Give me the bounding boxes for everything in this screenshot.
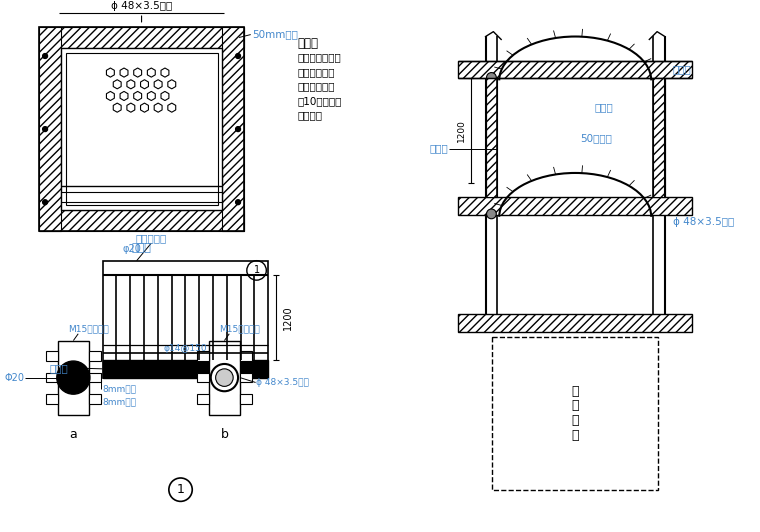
Text: 防护门: 防护门: [430, 144, 448, 154]
Text: 1200: 1200: [457, 119, 466, 142]
Bar: [458, 314, 692, 332]
Bar: [40, 27, 61, 231]
Bar: [46, 394, 58, 404]
Text: 1: 1: [176, 483, 185, 496]
Circle shape: [486, 209, 496, 219]
Bar: [103, 360, 268, 378]
Bar: [653, 78, 665, 197]
Bar: [89, 394, 100, 404]
Text: 1: 1: [254, 265, 260, 276]
Bar: [89, 351, 100, 361]
Text: 穿脚手架管；: 穿脚手架管；: [297, 66, 335, 77]
Text: ɸ 48×3.5锂管: ɸ 48×3.5锂管: [673, 217, 734, 227]
Text: Φ20: Φ20: [5, 372, 24, 383]
Circle shape: [236, 54, 240, 59]
Text: 于10米）设一: 于10米）设一: [297, 96, 342, 106]
Circle shape: [43, 200, 48, 205]
Text: φ20: φ20: [122, 244, 141, 254]
Bar: [492, 337, 658, 489]
Text: 在墙上预留孔，: 在墙上预留孔，: [297, 52, 341, 62]
Text: a: a: [69, 428, 78, 441]
Text: ɸ 48×3.5锂管: ɸ 48×3.5锂管: [255, 378, 309, 387]
Bar: [40, 27, 244, 231]
Bar: [40, 210, 244, 231]
Text: 电: 电: [572, 385, 579, 398]
Circle shape: [236, 200, 240, 205]
Bar: [46, 351, 58, 361]
Text: 井: 井: [572, 414, 579, 427]
Text: ɸ 48×3.5锂管: ɸ 48×3.5锂管: [111, 1, 173, 11]
Text: 防护门: 防护门: [131, 243, 151, 253]
Bar: [61, 48, 223, 210]
Bar: [209, 340, 240, 414]
Circle shape: [43, 127, 48, 131]
Bar: [58, 340, 89, 414]
Bar: [486, 78, 497, 197]
Circle shape: [57, 361, 90, 394]
Text: 施工层: 施工层: [673, 65, 692, 74]
Text: 道安全网: 道安全网: [297, 111, 322, 121]
Text: 坑: 坑: [572, 429, 579, 442]
Circle shape: [211, 364, 238, 391]
Text: M15膨胀螺栋: M15膨胀螺栋: [220, 325, 260, 334]
Bar: [197, 373, 209, 383]
Bar: [240, 373, 252, 383]
Circle shape: [236, 127, 240, 131]
Bar: [65, 53, 217, 205]
Bar: [458, 61, 692, 78]
Text: M15膨胀螺栋: M15膨胀螺栋: [68, 325, 109, 334]
Bar: [240, 394, 252, 404]
Text: b: b: [220, 428, 228, 441]
Bar: [89, 373, 100, 383]
Text: 踢脚板: 踢脚板: [49, 363, 68, 373]
Bar: [223, 27, 244, 231]
Text: 8mm锂板: 8mm锂板: [103, 385, 137, 394]
Text: 安全网: 安全网: [595, 102, 613, 112]
Bar: [40, 27, 244, 48]
Text: φ14@150: φ14@150: [163, 344, 207, 353]
Text: 说明：: 说明：: [297, 37, 318, 49]
Bar: [197, 351, 209, 361]
Text: 梯: 梯: [572, 400, 579, 412]
Circle shape: [486, 72, 496, 82]
Text: 钉筋鐵栋门: 钉筋鐵栋门: [136, 233, 167, 243]
Text: 8mm锂板: 8mm锂板: [103, 397, 137, 406]
Bar: [197, 394, 209, 404]
Bar: [103, 261, 268, 378]
Bar: [458, 197, 692, 215]
Text: 每二层（不大: 每二层（不大: [297, 81, 335, 92]
Circle shape: [216, 369, 233, 386]
Text: 1200: 1200: [283, 305, 293, 330]
Circle shape: [43, 54, 48, 59]
Bar: [240, 351, 252, 361]
Text: 50厉木板: 50厉木板: [580, 133, 612, 143]
Bar: [46, 373, 58, 383]
Text: 50mm间隙: 50mm间隙: [252, 30, 298, 39]
